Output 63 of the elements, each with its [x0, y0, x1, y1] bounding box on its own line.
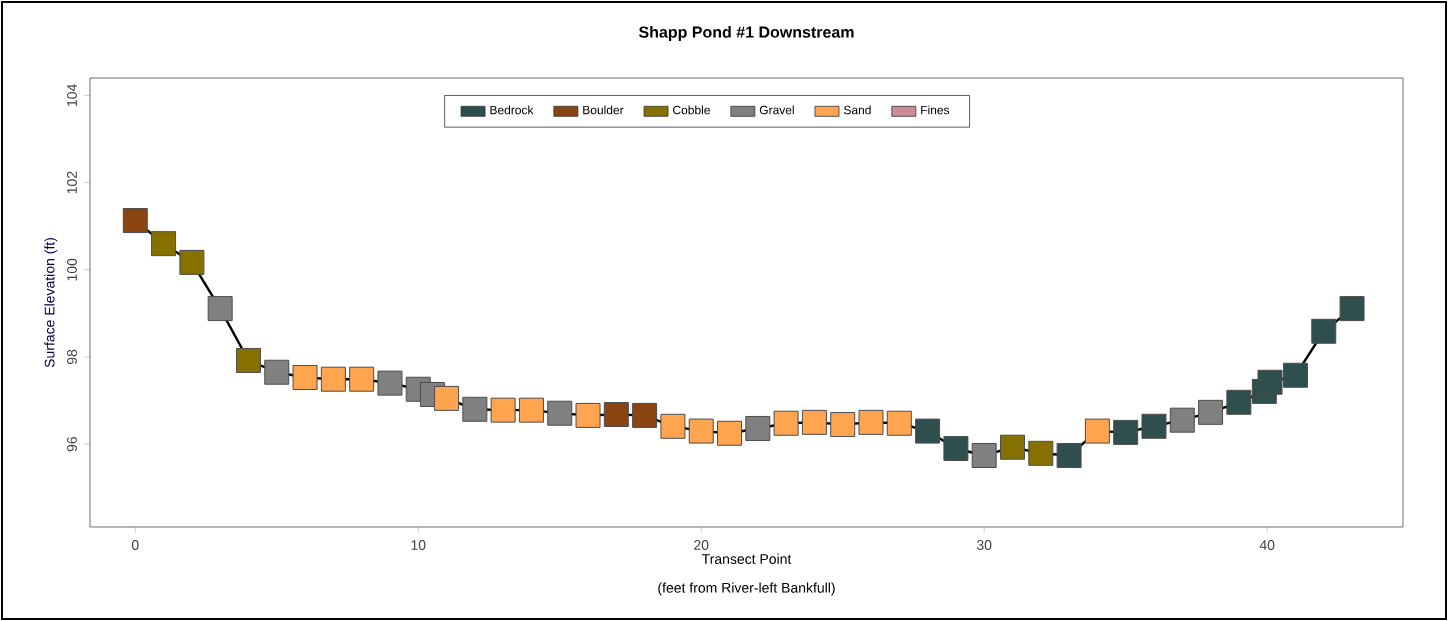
point	[207, 296, 233, 322]
point	[547, 400, 573, 426]
point	[349, 366, 375, 392]
point	[122, 208, 148, 234]
point	[1257, 369, 1283, 395]
point	[717, 420, 743, 446]
point	[320, 366, 346, 392]
point	[1198, 399, 1224, 425]
text: (feet from River-left Bankfull)	[658, 582, 835, 596]
point	[688, 418, 714, 444]
point	[943, 436, 969, 462]
x-tick-label: 40	[1259, 540, 1275, 550]
point	[151, 231, 177, 257]
point	[632, 402, 658, 428]
point	[603, 402, 629, 428]
point	[377, 370, 403, 396]
point	[745, 415, 771, 441]
point	[462, 396, 488, 422]
x-tick-label: 10	[411, 540, 426, 550]
point	[1000, 434, 1025, 460]
point	[660, 413, 686, 439]
point	[1282, 362, 1308, 388]
point	[915, 418, 941, 444]
point	[1056, 443, 1082, 468]
point	[264, 359, 290, 385]
point	[1113, 419, 1139, 445]
y-axis-title: Surface Elevation (ft)	[44, 238, 58, 368]
point	[773, 410, 799, 436]
legend-label: Gravel	[759, 105, 794, 115]
point	[1028, 440, 1054, 466]
y-tick-label: 96	[67, 437, 77, 452]
x-tick-label: 30	[976, 540, 992, 550]
point	[830, 412, 856, 438]
chart-title: Shapp Pond #1 Downstream	[638, 26, 854, 41]
x-tick-label: 0	[131, 540, 139, 550]
point	[1226, 389, 1252, 415]
point	[235, 347, 261, 373]
legend-label: Cobble	[673, 105, 710, 115]
point	[434, 385, 460, 411]
point	[971, 443, 997, 468]
point	[1339, 296, 1365, 322]
y-tick-label: 104	[67, 84, 77, 107]
y-tick-label: 98	[67, 349, 77, 365]
point	[1169, 407, 1195, 433]
point	[1141, 413, 1167, 439]
legend-label: Bedrock	[490, 105, 534, 115]
y-tick-label: 100	[67, 258, 77, 281]
point	[801, 409, 827, 435]
point	[518, 397, 544, 423]
point	[575, 402, 601, 428]
point	[886, 410, 912, 436]
point	[858, 409, 884, 435]
legend-label: Sand	[843, 105, 871, 115]
point	[179, 249, 205, 275]
y-tick-label: 102	[67, 171, 77, 194]
legend-label: Fines	[921, 105, 950, 115]
legend-label: Boulder	[583, 105, 624, 115]
x-axis-title: Transect Point	[701, 553, 792, 564]
point	[1084, 418, 1110, 444]
point	[1311, 318, 1337, 344]
point	[292, 364, 318, 390]
point	[490, 397, 516, 423]
x-tick-label: 20	[694, 540, 709, 550]
